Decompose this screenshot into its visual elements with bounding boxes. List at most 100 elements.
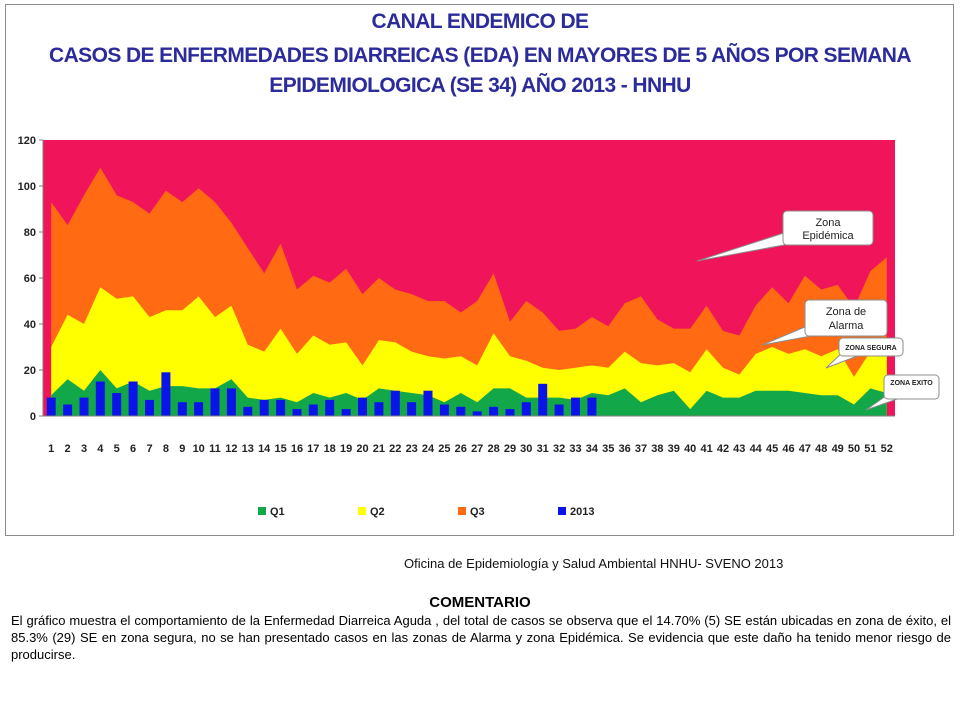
y-tick-label: 80 (24, 227, 36, 239)
bar-2013 (538, 383, 548, 416)
x-tick-label: 16 (291, 443, 303, 455)
bar-2013 (571, 397, 580, 416)
x-tick-label: 38 (651, 443, 663, 455)
bar-2013 (439, 404, 449, 416)
bar-2013 (243, 406, 253, 416)
x-tick-label: 49 (832, 443, 844, 455)
bar-2013 (554, 404, 564, 416)
x-tick-label: 3 (81, 443, 87, 455)
legend-label-2013: 2013 (570, 506, 594, 518)
y-tick-label: 120 (18, 135, 36, 147)
x-tick-label: 6 (130, 443, 136, 455)
bar-2013 (358, 397, 367, 416)
x-tick-label: 31 (537, 443, 549, 455)
x-tick-label: 9 (179, 443, 185, 455)
legend-swatch-2013 (558, 507, 566, 515)
x-tick-label: 27 (471, 443, 483, 455)
x-tick-label: 8 (163, 443, 169, 455)
x-tick-label: 23 (406, 443, 418, 455)
bar-2013 (505, 409, 515, 416)
x-tick-label: 10 (193, 443, 205, 455)
x-tick-label: 21 (373, 443, 385, 455)
x-tick-label: 22 (389, 443, 401, 455)
x-tick-label: 48 (815, 443, 827, 455)
x-tick-label: 5 (114, 443, 120, 455)
source-note: Oficina de Epidemiología y Salud Ambient… (404, 556, 784, 571)
bar-2013 (292, 409, 302, 416)
x-tick-label: 50 (848, 443, 860, 455)
x-tick-label: 36 (619, 443, 631, 455)
x-tick-label: 46 (782, 443, 794, 455)
chart-title-line-2: CASOS DE ENFERMEDADES DIARREICAS (EDA) E… (49, 44, 912, 67)
callout-success-box (883, 374, 940, 400)
x-tick-label: 33 (569, 443, 581, 455)
x-tick-label: 35 (602, 443, 614, 455)
x-tick-label: 52 (881, 443, 893, 455)
x-tick-label: 42 (717, 443, 729, 455)
legend-label-q1: Q1 (270, 506, 285, 518)
x-tick-label: 45 (766, 443, 778, 455)
bar-2013 (226, 388, 236, 416)
bar-2013 (259, 399, 269, 416)
x-tick-label: 44 (750, 443, 763, 455)
y-tick-label: 20 (24, 365, 36, 377)
x-tick-label: 13 (242, 443, 254, 455)
bar-2013 (79, 397, 89, 416)
bar-2013 (341, 409, 351, 416)
x-tick-label: 43 (733, 443, 745, 455)
series-q2-area (51, 287, 887, 416)
callout-alarm-text: Alarma (829, 320, 865, 332)
x-tick-label: 29 (504, 443, 516, 455)
bar-2013 (161, 372, 171, 416)
x-tick-label: 40 (684, 443, 696, 455)
x-tick-label: 37 (635, 443, 647, 455)
bar-2013 (95, 381, 105, 416)
y-tick-label: 60 (24, 273, 36, 285)
comment-text: El gráfico muestra el comportamiento de … (11, 613, 951, 662)
x-tick-label: 26 (455, 443, 467, 455)
x-tick-label: 4 (97, 443, 104, 455)
bar-2013 (374, 402, 384, 416)
x-tick-label: 17 (307, 443, 319, 455)
bar-2013 (112, 393, 122, 416)
x-tick-label: 19 (340, 443, 352, 455)
x-tick-label: 24 (422, 443, 435, 455)
comment-title: COMENTARIO (429, 594, 531, 611)
x-tick-label: 28 (487, 443, 499, 455)
x-tick-label: 12 (225, 443, 237, 455)
x-tick-label: 32 (553, 443, 565, 455)
bar-2013 (308, 404, 318, 416)
bar-2013 (587, 397, 597, 416)
legend-label-q3: Q3 (470, 506, 485, 518)
callout-epidemic-text: Epidémica (802, 230, 854, 242)
x-tick-label: 20 (356, 443, 368, 455)
callout-epidemic-box (782, 210, 874, 246)
legend-swatch-q1 (258, 507, 266, 515)
bar-2013 (489, 406, 499, 416)
x-tick-label: 15 (274, 443, 286, 455)
bar-2013 (46, 397, 56, 416)
x-tick-label: 1 (48, 443, 54, 455)
bar-2013 (145, 399, 154, 416)
legend-swatch-q3 (458, 507, 466, 515)
bar-2013 (407, 402, 417, 416)
x-tick-label: 18 (324, 443, 336, 455)
callout-alarm-text: Zona de (826, 306, 866, 318)
x-tick-label: 41 (700, 443, 712, 455)
bar-2013 (177, 402, 187, 416)
callout-safe: ZONA SEGURA (825, 337, 904, 369)
x-tick-label: 30 (520, 443, 532, 455)
x-tick-label: 25 (438, 443, 450, 455)
bar-2013 (276, 399, 286, 416)
bar-2013 (325, 399, 335, 416)
callout-success: ZONA EXITO (865, 374, 940, 411)
bar-2013 (128, 381, 138, 416)
bar-2013 (194, 402, 204, 416)
callout-safe-box (838, 337, 904, 357)
y-tick-label: 40 (24, 319, 36, 331)
bar-2013 (472, 411, 482, 416)
bar-2013 (423, 390, 433, 416)
x-tick-label: 14 (258, 443, 271, 455)
y-tick-label: 100 (18, 181, 36, 193)
